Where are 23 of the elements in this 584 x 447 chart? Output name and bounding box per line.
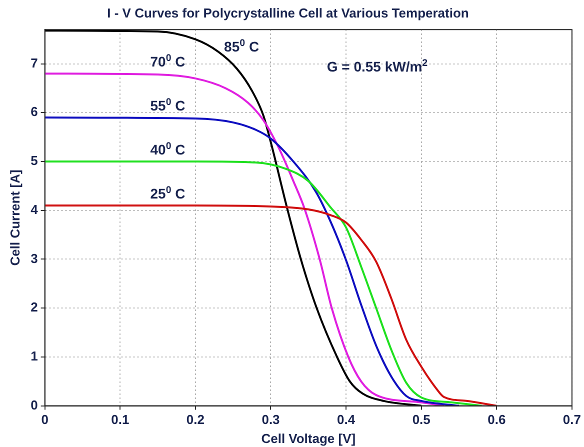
y-tick-label: 6 bbox=[30, 104, 38, 120]
line-series bbox=[44, 204, 498, 406]
chart-title: I - V Curves for Polycrystalline Cell at Various Temperation bbox=[107, 5, 469, 20]
y-tick-label: 2 bbox=[30, 300, 38, 315]
x-tick-label: 0.1 bbox=[111, 412, 130, 428]
x-tick-label: 0.6 bbox=[488, 412, 506, 428]
y-tick-label: 3 bbox=[30, 250, 38, 266]
x-tick-label: 0.2 bbox=[186, 412, 204, 428]
x-axis-title: Cell Voltage [V] bbox=[261, 430, 356, 446]
y-tick-label: 0 bbox=[30, 397, 38, 412]
x-tick-label: 0.7 bbox=[562, 412, 582, 428]
y-tick-label: 5 bbox=[30, 153, 38, 168]
y-tick-label: 1 bbox=[30, 348, 38, 364]
y-axis-title: Cell Current [A] bbox=[7, 170, 22, 266]
y-tick-label: 4 bbox=[30, 202, 39, 217]
line-series bbox=[44, 72, 445, 406]
line-series bbox=[44, 116, 460, 406]
y-tick-label: 7 bbox=[30, 55, 38, 70]
x-tick-label: 0.4 bbox=[337, 412, 356, 428]
x-tick-label: 0.3 bbox=[262, 412, 280, 428]
x-tick-label: 0 bbox=[41, 412, 48, 428]
line-series bbox=[44, 160, 483, 406]
x-tick-label: 0.5 bbox=[412, 412, 430, 428]
